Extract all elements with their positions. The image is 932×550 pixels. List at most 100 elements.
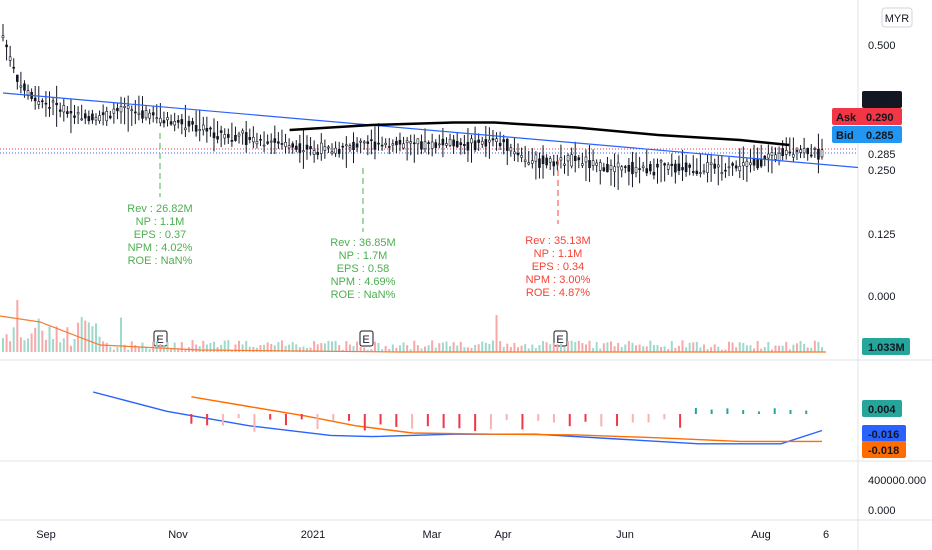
- volume-bar: [62, 338, 65, 352]
- candle-body: [80, 118, 83, 121]
- earnings-annotation-line: NP : 1.1M: [534, 248, 583, 260]
- volume-bar: [5, 334, 8, 352]
- macd-histogram-bar: [631, 414, 634, 423]
- volume-bar: [331, 341, 334, 352]
- volume-bar: [531, 344, 534, 352]
- volume-bar: [763, 346, 766, 352]
- price-y-tick-label: 0.500: [868, 40, 896, 52]
- volume-bar: [44, 339, 47, 352]
- volume-bar: [753, 348, 756, 352]
- candle-body: [548, 158, 552, 163]
- volume-bar: [145, 348, 148, 352]
- candle-body: [230, 140, 234, 142]
- candle-body: [745, 160, 749, 167]
- candle-body: [545, 157, 548, 166]
- volume-bar: [213, 341, 216, 352]
- volume-bar: [438, 343, 441, 352]
- candle-body: [155, 117, 159, 120]
- volume-bar: [663, 346, 666, 352]
- volume-bar: [527, 348, 530, 352]
- volume-bar: [795, 343, 798, 352]
- volume-bar: [52, 338, 55, 352]
- candle-body: [87, 116, 91, 122]
- volume-bar: [87, 322, 90, 352]
- volume-bar: [16, 300, 19, 352]
- candle-body: [387, 146, 391, 148]
- macd-histogram-bar: [206, 414, 209, 426]
- volume-bar: [702, 344, 705, 352]
- volume-bar: [155, 341, 158, 352]
- candle-body: [631, 161, 634, 175]
- volume-bar: [316, 344, 319, 352]
- volume-bar: [488, 343, 491, 352]
- volume-bar: [445, 341, 448, 352]
- candle-body: [191, 121, 194, 125]
- volume-bar: [127, 349, 130, 352]
- volume-bar: [642, 346, 645, 352]
- candle-body: [738, 165, 742, 172]
- candle-body: [724, 169, 727, 172]
- volume-bar: [305, 347, 308, 352]
- candle-body: [817, 149, 820, 160]
- candle-body: [563, 163, 566, 166]
- volume-bar: [459, 341, 462, 352]
- volume-bar: [137, 346, 140, 352]
- x-tick-label: Aug: [751, 529, 771, 541]
- volume-bar: [477, 344, 480, 352]
- earnings-annotation-line: NPM : 4.02%: [128, 242, 193, 254]
- volume-bar: [491, 340, 494, 352]
- volume-bar: [649, 340, 652, 352]
- volume-bar: [295, 344, 298, 352]
- candle-body: [459, 142, 463, 146]
- candle-body: [159, 117, 162, 124]
- volume-bar: [259, 345, 262, 352]
- candle-body: [73, 115, 76, 118]
- lower-y-tick-label: 0.000: [868, 505, 896, 517]
- volume-bar: [431, 340, 434, 352]
- candle-body: [162, 120, 166, 124]
- volume-bar: [724, 349, 727, 352]
- candle-body: [691, 171, 695, 173]
- volume-bar: [34, 327, 37, 352]
- candle-body: [402, 143, 405, 149]
- volume-bar: [595, 342, 598, 352]
- volume-bar: [195, 344, 198, 352]
- volume-bar: [670, 341, 673, 352]
- candle-body: [19, 85, 23, 88]
- candle-body: [767, 153, 770, 159]
- volume-bar: [720, 349, 723, 352]
- candle-body: [405, 140, 409, 143]
- earnings-marker-label: E: [362, 334, 369, 346]
- earnings-annotation-line: EPS : 0.37: [134, 229, 187, 241]
- candle-body: [173, 121, 176, 126]
- candle-body: [234, 134, 237, 141]
- volume-bar: [674, 348, 677, 352]
- candle-body: [559, 157, 563, 161]
- candle-body: [523, 159, 527, 162]
- candle-body: [641, 165, 645, 168]
- macd-histogram-bar: [363, 414, 366, 431]
- macd-histogram-bar: [805, 410, 808, 414]
- volume-bar: [19, 337, 22, 352]
- candle-body: [520, 155, 523, 158]
- candle-body: [398, 139, 402, 145]
- ask-value: 0.290: [866, 112, 894, 124]
- candle-body: [684, 162, 688, 173]
- volume-bar: [770, 349, 773, 352]
- volume-bar: [270, 343, 273, 352]
- candle-body: [541, 155, 545, 165]
- candle-body: [480, 140, 484, 145]
- candle-body: [151, 112, 155, 116]
- candle-body: [806, 147, 809, 155]
- candle-body: [666, 164, 670, 170]
- candle-body: [130, 109, 134, 111]
- candle-body: [716, 164, 720, 168]
- volume-bar: [334, 340, 337, 352]
- volume-bar: [681, 340, 684, 352]
- volume-bar: [320, 343, 323, 352]
- candle-body: [112, 108, 116, 114]
- currency-button[interactable]: MYR: [881, 7, 913, 28]
- candle-body: [477, 139, 480, 143]
- candle-body: [620, 166, 624, 171]
